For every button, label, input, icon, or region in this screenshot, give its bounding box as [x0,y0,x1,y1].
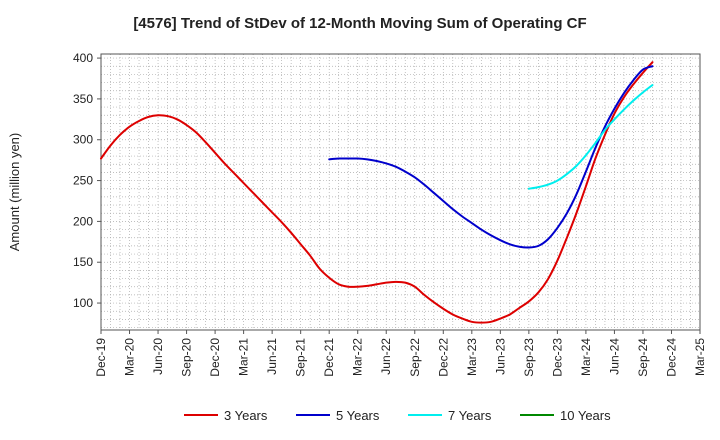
y-tick-label: 100 [73,296,93,310]
x-tick-label: Mar-22 [351,338,365,376]
legend: 3 Years 5 Years 7 Years 10 Years [184,408,611,423]
x-tick-label: Mar-21 [237,338,251,376]
x-tick-label: Dec-20 [208,338,222,377]
chart-title: [4576] Trend of StDev of 12-Month Moving… [133,15,586,32]
x-tick-label: Jun-23 [493,338,507,375]
x-tick-label: Mar-20 [123,338,137,376]
y-tick-label: 400 [73,51,93,65]
x-tick-label: Sep-23 [522,338,536,377]
x-tick-label: Jun-20 [151,338,165,375]
x-tick-label: Sep-20 [180,338,194,377]
x-tick-label: Mar-24 [579,338,593,376]
legend-label: 10 Years [560,408,611,423]
series-lines [100,61,654,324]
grid [100,54,701,330]
x-tick-label: Dec-22 [436,338,450,377]
legend-label: 7 Years [448,408,492,423]
x-tick-label: Dec-19 [94,338,108,377]
y-axis: 100 150 200 250 300 350 400 [73,51,101,310]
x-tick-label: Sep-24 [636,338,650,377]
y-axis-title: Amount (million yen) [7,133,22,252]
x-tick-label: Jun-22 [379,338,393,375]
series-line-2 [328,65,654,249]
legend-label: 3 Years [224,408,268,423]
x-tick-label: Jun-24 [607,338,621,375]
x-axis: Dec-19 Mar-20 Jun-20 Sep-20 Dec-20 Mar-21 Jun-… [94,330,707,377]
x-tick-label: Dec-24 [664,338,678,377]
x-tick-label: Jun-21 [265,338,279,375]
y-tick-label: 200 [73,214,93,228]
x-tick-label: Mar-25 [693,338,707,376]
x-tick-label: Dec-23 [550,338,564,377]
y-tick-label: 350 [73,92,93,106]
series-line-1 [100,61,654,324]
x-tick-label: Mar-23 [465,338,479,376]
x-tick-label: Sep-21 [294,338,308,377]
y-tick-label: 150 [73,255,93,269]
y-tick-label: 300 [73,133,93,147]
x-tick-label: Sep-22 [408,338,422,377]
y-tick-label: 250 [73,174,93,188]
plot-area-frame [100,53,701,331]
legend-label: 5 Years [336,408,380,423]
series-line-3 [527,84,654,190]
x-tick-label: Dec-21 [322,338,336,377]
